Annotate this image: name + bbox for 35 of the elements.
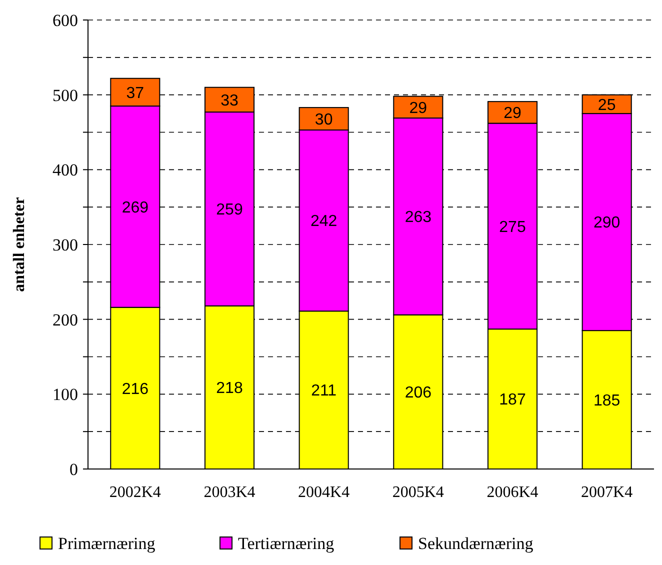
legend-label: Primærnæring	[58, 534, 156, 553]
y-tick-label: 300	[52, 235, 78, 254]
data-label: 206	[404, 384, 432, 402]
y-tick-label: 600	[52, 10, 78, 30]
data-label: 216	[122, 380, 149, 398]
y-tick-label: 400	[52, 160, 78, 180]
y-tick-label: 0	[70, 460, 78, 479]
data-label: 187	[499, 392, 526, 409]
x-tick-label: 2005K4	[392, 484, 444, 501]
x-tick-label: 2006K4	[486, 484, 538, 501]
x-tick-label: 2007K4	[581, 484, 633, 501]
data-label: 37	[126, 84, 144, 102]
data-label: 185	[593, 392, 620, 410]
data-label: 263	[404, 209, 432, 226]
y-tick-label: 200	[52, 310, 78, 330]
x-tick-label: 2003K4	[204, 484, 256, 501]
data-label: 290	[593, 214, 620, 232]
data-label: 25	[598, 96, 616, 114]
legend-label: Tertiærnæring	[238, 534, 335, 553]
data-label: 33	[220, 92, 238, 110]
data-label: 29	[504, 105, 522, 122]
x-tick-label: 2004K4	[298, 484, 350, 501]
data-label: 30	[314, 111, 333, 128]
y-axis-title: antall enheter	[11, 197, 28, 292]
data-label: 242	[310, 213, 338, 230]
y-tick-label: 500	[52, 86, 78, 105]
data-label: 269	[122, 199, 149, 216]
data-label: 275	[499, 218, 526, 236]
data-label: 29	[409, 100, 428, 117]
y-tick-label: 100	[52, 385, 78, 404]
data-label: 259	[216, 202, 243, 219]
legend-label: Sekundærnæring	[418, 534, 534, 553]
x-tick-label: 2002K4	[109, 484, 161, 501]
data-label: 218	[216, 380, 243, 398]
data-label: 211	[311, 382, 337, 400]
